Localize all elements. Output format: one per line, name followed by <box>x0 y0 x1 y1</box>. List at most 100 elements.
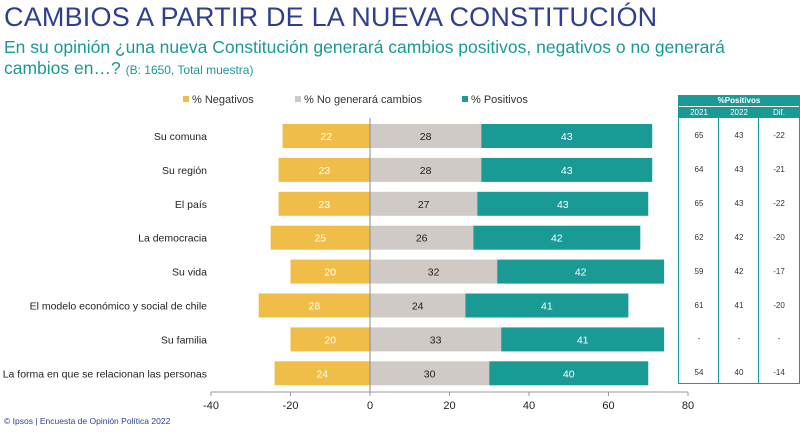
x-tick-label: 40 <box>523 400 535 412</box>
x-tick-label: 80 <box>682 400 694 412</box>
legend-label: % No generará cambios <box>304 94 423 106</box>
table-cell: -14 <box>773 368 785 378</box>
base-note: (B: 1650, Total muestra) <box>125 63 254 77</box>
data-label: 41 <box>541 301 553 313</box>
column-header: Dif. <box>773 108 785 117</box>
x-tick-label: -40 <box>203 400 219 412</box>
legend-swatch <box>183 96 189 102</box>
table-cell: -21 <box>773 164 785 174</box>
data-label: 25 <box>314 233 326 245</box>
category-label: El país <box>175 199 207 211</box>
table-cell: 42 <box>734 266 744 276</box>
table-row: 54 40 -14 <box>679 368 799 377</box>
bar-neutral <box>370 361 490 386</box>
table-cell: - <box>777 334 781 344</box>
legend-swatch <box>462 96 468 102</box>
table-cell: 41 <box>734 300 744 310</box>
data-label: 43 <box>561 131 573 143</box>
bar-neutral <box>370 157 482 182</box>
bar-positivos <box>489 361 649 386</box>
legend-neutral: % No generará cambios <box>295 94 422 106</box>
data-label: 43 <box>561 165 573 177</box>
table-cell: 64 <box>694 164 704 174</box>
x-tick-label: -20 <box>283 400 299 412</box>
column-divider <box>758 118 759 383</box>
bar-neutral <box>370 124 482 148</box>
table-cell: 65 <box>694 131 704 140</box>
table-row: --- <box>679 334 799 343</box>
table-column-headers: 2021 2022 Dif. <box>679 106 799 118</box>
table-row: 62 42 -20 <box>679 233 799 242</box>
bar-negativos <box>290 259 370 284</box>
page-title: CAMBIOS A PARTIR DE LA NUEVA CONSTITUCIÓ… <box>4 2 658 32</box>
legend-positivos: % Positivos <box>462 94 528 106</box>
column-header: 2021 <box>690 108 708 117</box>
data-label: 40 <box>563 368 575 380</box>
data-label: 20 <box>324 334 336 346</box>
table-cell: -20 <box>773 232 785 242</box>
legend-label: % Positivos <box>471 94 528 106</box>
bar-neutral <box>370 191 478 216</box>
data-label: 26 <box>416 233 428 245</box>
table-cell: -20 <box>773 300 785 310</box>
bar-neutral <box>370 293 466 318</box>
data-label: 20 <box>324 267 336 279</box>
bar-negativos <box>258 293 370 318</box>
category-label: Su familia <box>161 334 207 346</box>
bar-positivos <box>497 259 665 284</box>
category-label: La forma en que se relacionan las person… <box>3 368 207 380</box>
positivos-table: %Positivos 2021 2022 Dif. 65 43 -22 64 43 -21… <box>678 95 800 384</box>
bar-positivos <box>465 293 629 318</box>
data-label: 42 <box>551 233 563 245</box>
table-cell: 43 <box>734 198 744 208</box>
bar-negativos <box>278 191 370 216</box>
data-label: 27 <box>418 199 430 211</box>
table-cell: 62 <box>694 232 704 242</box>
bar-negativos <box>290 327 370 352</box>
data-label: 24 <box>412 301 424 313</box>
bar-negativos <box>278 157 370 182</box>
table-row: 64 43 -21 <box>679 165 799 174</box>
category-label: Su región <box>162 165 207 177</box>
table-cell: 61 <box>694 300 704 310</box>
data-label: 28 <box>309 301 321 313</box>
data-label: 41 <box>577 334 589 346</box>
category-label: Su vida <box>172 267 207 279</box>
question: En su opinión ¿una nueva Constitución ge… <box>4 37 725 78</box>
data-label: 28 <box>420 131 432 143</box>
data-label: 33 <box>430 334 442 346</box>
category-label: La democracia <box>138 233 207 245</box>
bar-positivos <box>481 157 653 182</box>
data-label: 23 <box>318 165 330 177</box>
table-cell: -17 <box>773 266 785 276</box>
table-cell: -22 <box>773 131 785 140</box>
legend-negativos: % Negativos <box>183 94 254 106</box>
bar-neutral <box>370 259 498 284</box>
bar-positivos <box>477 191 649 216</box>
data-label: 43 <box>557 199 569 211</box>
bar-negativos <box>282 124 370 148</box>
bar-positivos <box>501 327 665 352</box>
bar-neutral <box>370 327 502 352</box>
table-cell: - <box>697 334 701 344</box>
bar-positivos <box>481 124 653 148</box>
table-cell: - <box>737 334 741 344</box>
table-header: %Positivos <box>679 95 799 106</box>
data-label: 42 <box>575 267 587 279</box>
column-header: 2022 <box>730 108 748 117</box>
table-cell: 40 <box>734 368 744 378</box>
x-tick-label: 0 <box>367 400 373 412</box>
bar-negativos <box>274 361 370 386</box>
bar-negativos <box>270 225 370 250</box>
table-cell: 43 <box>734 164 744 174</box>
question-text: En su opinión ¿una nueva Constitución ge… <box>4 37 794 81</box>
table-cell: 65 <box>694 198 704 208</box>
table-row: 59 42 -17 <box>679 267 799 276</box>
data-label: 23 <box>318 199 330 211</box>
table-cell: 59 <box>694 266 704 276</box>
legend-label: % Negativos <box>192 94 254 106</box>
table-cell: -22 <box>773 198 785 208</box>
table-cell: 42 <box>734 232 744 242</box>
